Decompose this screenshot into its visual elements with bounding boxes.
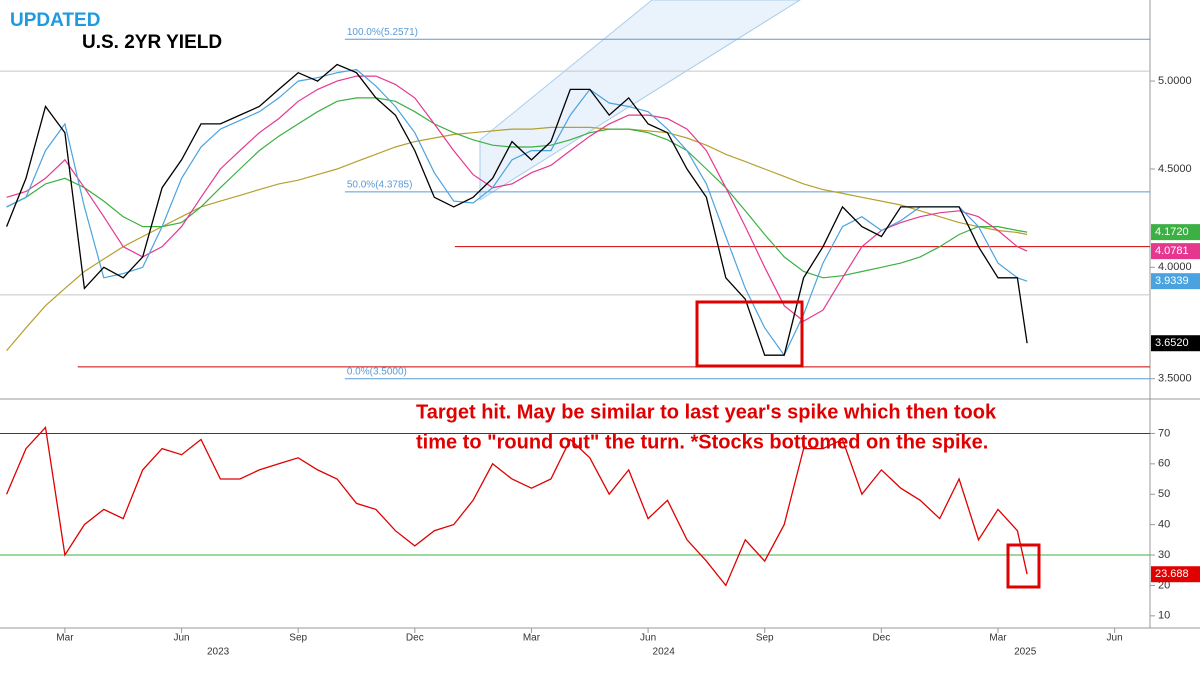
last-value-box (1151, 335, 1200, 352)
last-value-box (1151, 243, 1200, 260)
line-series (6, 75, 1028, 322)
last-value-label: 4.0781 (1155, 245, 1189, 257)
highlight-box (1006, 543, 1041, 589)
level-label: 100.0%(5.2571) (347, 27, 418, 38)
chart-subtitle: UPDATED (10, 10, 100, 31)
year-label: 2024 (653, 647, 676, 658)
x-tick-label: Jun (1107, 633, 1123, 644)
line-series (6, 97, 1028, 279)
last-value-label: 23.688 (1155, 568, 1189, 580)
marks: 100.0%(5.2571) 50.0%(4.3785) 0.0%(3.5000) 3… (0, 27, 1200, 658)
annotation: Target hit. May be similar to last year'… (416, 401, 997, 423)
last-value-box (1151, 566, 1200, 583)
last-value-label: 4.1720 (1155, 226, 1189, 238)
y-tick-label: 70 (1158, 427, 1170, 439)
x-tick-label: Mar (56, 633, 74, 644)
highlight-box (695, 300, 804, 368)
x-tick-label: Sep (289, 633, 307, 644)
trend-channel (479, 0, 801, 201)
last-value-box (1151, 273, 1200, 290)
x-tick-label: Dec (406, 633, 424, 644)
line-series (6, 126, 1028, 351)
y-tick-label: 4.5000 (1158, 163, 1192, 175)
chart-title: U.S. 2YR YIELD (82, 32, 222, 53)
y-tick-label: 5.0000 (1158, 75, 1192, 87)
y-tick-label: 30 (1158, 549, 1170, 561)
x-tick-label: Dec (872, 633, 890, 644)
line-series (5, 63, 1028, 356)
x-tick-label: Sep (756, 633, 774, 644)
line-series (6, 425, 1028, 587)
year-label: 2025 (1014, 647, 1037, 658)
line-series (6, 68, 1028, 357)
x-tick-label: Mar (523, 633, 541, 644)
last-value-label: 3.9339 (1155, 275, 1189, 287)
annotation: time to "round out" the turn. *Stocks bo… (416, 431, 988, 453)
x-tick-label: Jun (640, 633, 656, 644)
x-tick-label: Jun (173, 633, 189, 644)
level-label: 0.0%(3.5000) (347, 366, 407, 377)
year-label: 2023 (207, 647, 230, 658)
y-tick-label: 60 (1158, 458, 1170, 470)
y-tick-label: 20 (1158, 579, 1170, 591)
y-tick-label: 4.0000 (1158, 261, 1192, 273)
last-value-label: 3.6520 (1155, 337, 1189, 349)
last-value-box (1151, 224, 1200, 241)
level-label: 50.0%(4.3785) (347, 179, 413, 190)
y-tick-label: 3.5000 (1158, 373, 1192, 385)
x-tick-label: Mar (989, 633, 1007, 644)
y-tick-label: 50 (1158, 488, 1170, 500)
y-tick-label: 10 (1158, 610, 1170, 622)
y-tick-label: 40 (1158, 519, 1170, 531)
